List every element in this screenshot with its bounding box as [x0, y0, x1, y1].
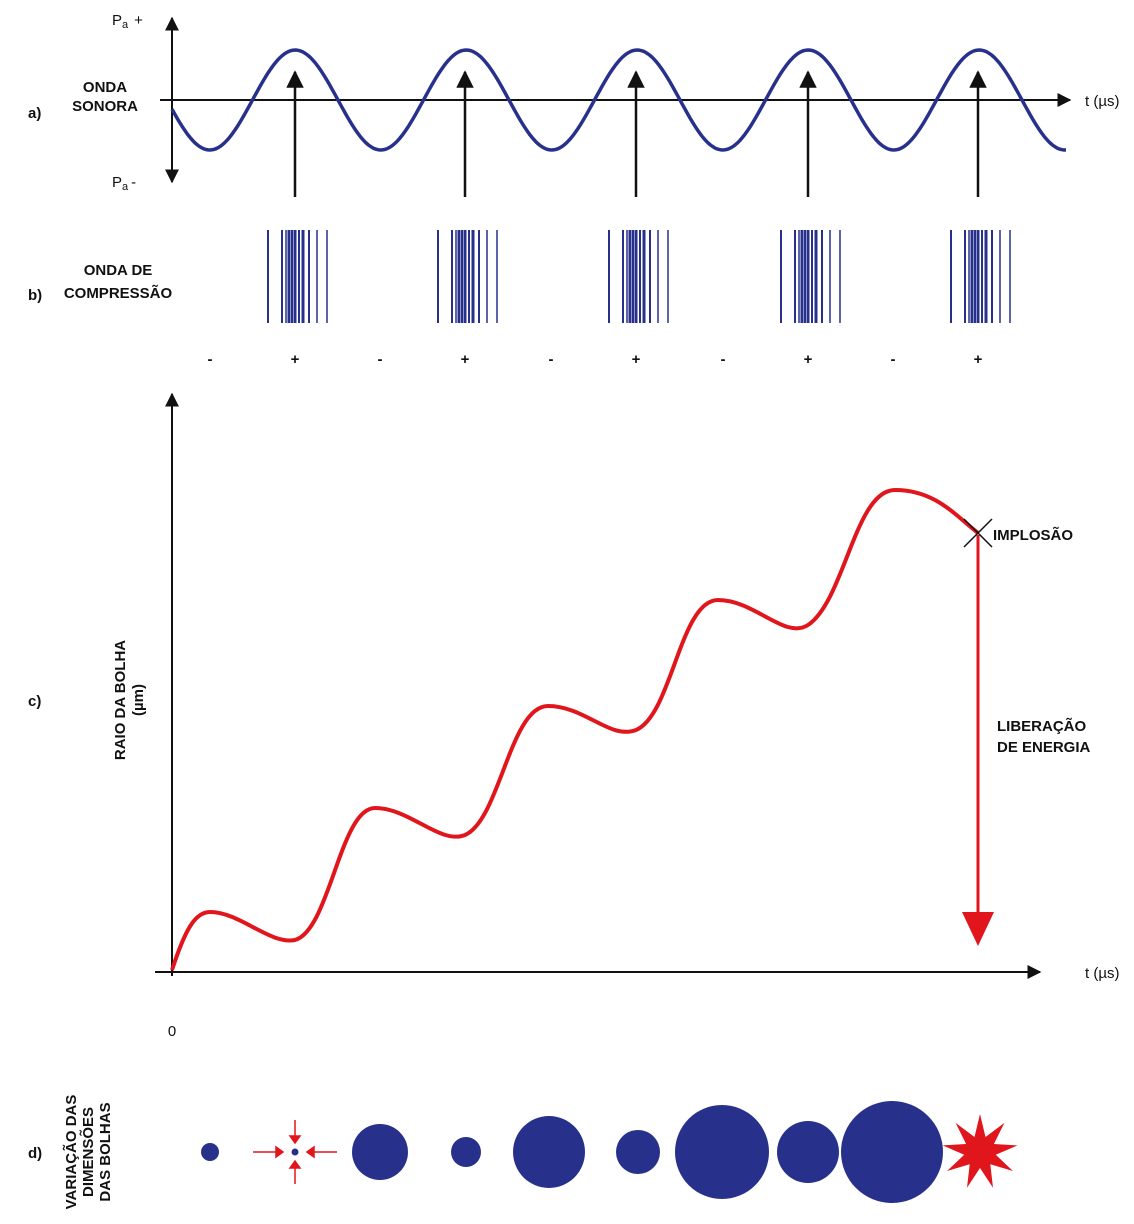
bubble	[292, 1149, 299, 1156]
pressure-sign: +	[461, 351, 470, 368]
bubble	[675, 1105, 769, 1199]
bubble	[513, 1116, 585, 1188]
pressure-sign: +	[804, 351, 813, 368]
bubble-radius-curve	[172, 490, 978, 970]
origin-label: 0	[168, 1023, 176, 1040]
pressure-sign: -	[721, 351, 726, 368]
implosion-burst	[943, 1114, 1018, 1188]
panel-label: ONDA	[83, 79, 127, 96]
bubble	[201, 1143, 219, 1161]
bubble	[616, 1130, 660, 1174]
panel-label: DAS BOLHAS	[97, 1102, 114, 1201]
pressure-sign: +	[632, 351, 641, 368]
pressure-sign: -	[891, 351, 896, 368]
panel-letter: b)	[28, 287, 42, 304]
pressure-sign: -	[378, 351, 383, 368]
bubble	[841, 1101, 943, 1203]
axis-label: t (µs)	[1085, 965, 1119, 982]
bubble	[352, 1124, 408, 1180]
panel-label: DIMENSÕES	[79, 1107, 97, 1197]
pressure-sign: +	[291, 351, 300, 368]
y-axis-label: (µm)	[130, 684, 147, 716]
panel-label: SONORA	[72, 98, 138, 115]
y-axis-label: RAIO DA BOLHA	[112, 640, 129, 760]
energy-label: LIBERAÇÃO	[997, 717, 1086, 735]
pressure-sign: -	[549, 351, 554, 368]
energy-arrowhead	[962, 912, 994, 946]
panel-letter: a)	[28, 105, 41, 122]
bubble	[777, 1121, 839, 1183]
implosion-label: IMPLOSÃO	[993, 526, 1073, 544]
panel-label: VARIAÇÃO DAS	[62, 1095, 80, 1210]
bubble	[451, 1137, 481, 1167]
panel-label: ONDA DE	[84, 262, 153, 279]
panel-letter: d)	[28, 1145, 42, 1162]
diagram: a) ONDA SONORA Pa+ Pa- t (µs) b) ONDA DE…	[0, 0, 1134, 1219]
pressure-minus: Pa-	[112, 174, 136, 193]
pressure-sign: -	[208, 351, 213, 368]
panel-label: COMPRESSÃO	[64, 284, 173, 302]
panel-letter: c)	[28, 693, 41, 710]
axis-label: t (µs)	[1085, 93, 1119, 110]
energy-label: DE ENERGIA	[997, 739, 1091, 756]
pressure-plus: Pa+	[112, 12, 143, 31]
pressure-sign: +	[974, 351, 983, 368]
compression-bands	[268, 230, 1010, 323]
